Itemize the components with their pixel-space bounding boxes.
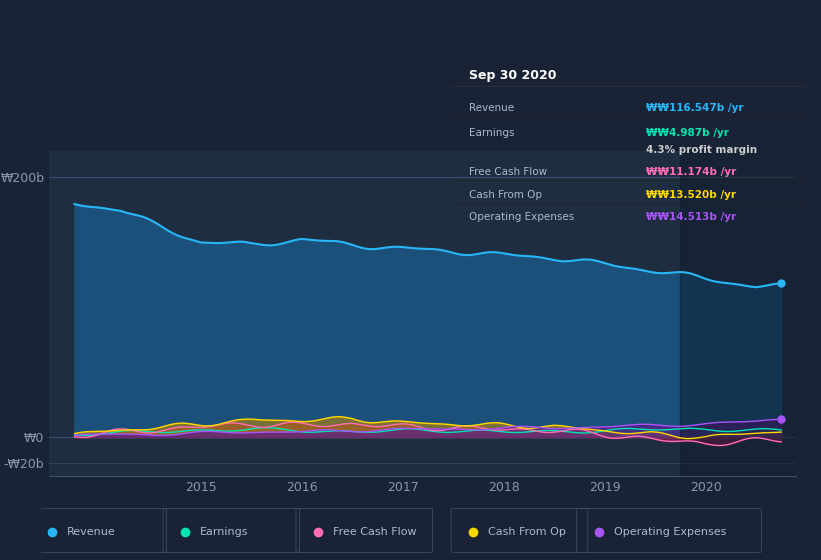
Bar (681, 151, 796, 476)
Text: ₩₩14.513b /yr: ₩₩14.513b /yr (646, 212, 736, 222)
Text: Cash From Op: Cash From Op (488, 527, 566, 536)
Text: ₩₩4.987b /yr: ₩₩4.987b /yr (646, 128, 728, 138)
Text: Operating Expenses: Operating Expenses (613, 527, 726, 536)
Text: Cash From Op: Cash From Op (470, 190, 542, 200)
Text: ₩₩116.547b /yr: ₩₩116.547b /yr (646, 103, 743, 113)
Text: ₩₩11.174b /yr: ₩₩11.174b /yr (646, 167, 736, 177)
Text: Free Cash Flow: Free Cash Flow (333, 527, 416, 536)
Text: 4.3% profit margin: 4.3% profit margin (646, 145, 757, 155)
Text: Earnings: Earnings (470, 128, 515, 138)
Text: Sep 30 2020: Sep 30 2020 (470, 69, 557, 82)
Text: ₩₩13.520b /yr: ₩₩13.520b /yr (646, 190, 736, 200)
Text: Revenue: Revenue (67, 527, 116, 536)
Text: Earnings: Earnings (200, 527, 249, 536)
Text: Operating Expenses: Operating Expenses (470, 212, 575, 222)
Text: Revenue: Revenue (470, 103, 514, 113)
Text: Free Cash Flow: Free Cash Flow (470, 167, 548, 177)
